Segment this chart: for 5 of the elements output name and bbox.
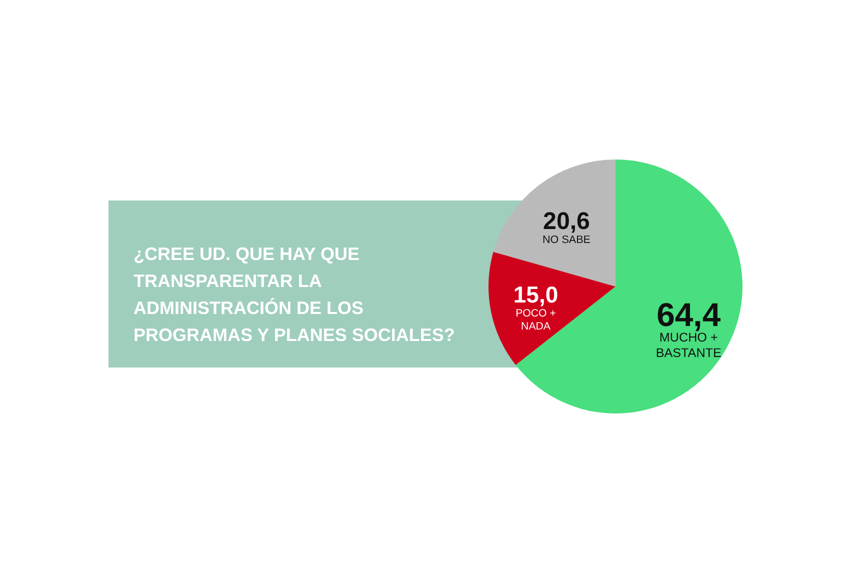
- slice-label: POCO + NADA: [516, 307, 556, 333]
- data-label: 20,6: [543, 208, 590, 236]
- text: ¿CREE UD. QUE HAY QUE TRANSPARENTAR LA ADMINISTRACIÓN DE LOS PROGRAMAS Y PLANES SOCIALES?: [134, 244, 455, 345]
- slice-label: NO SABE: [542, 234, 591, 246]
- data-label: 15,0: [513, 281, 558, 308]
